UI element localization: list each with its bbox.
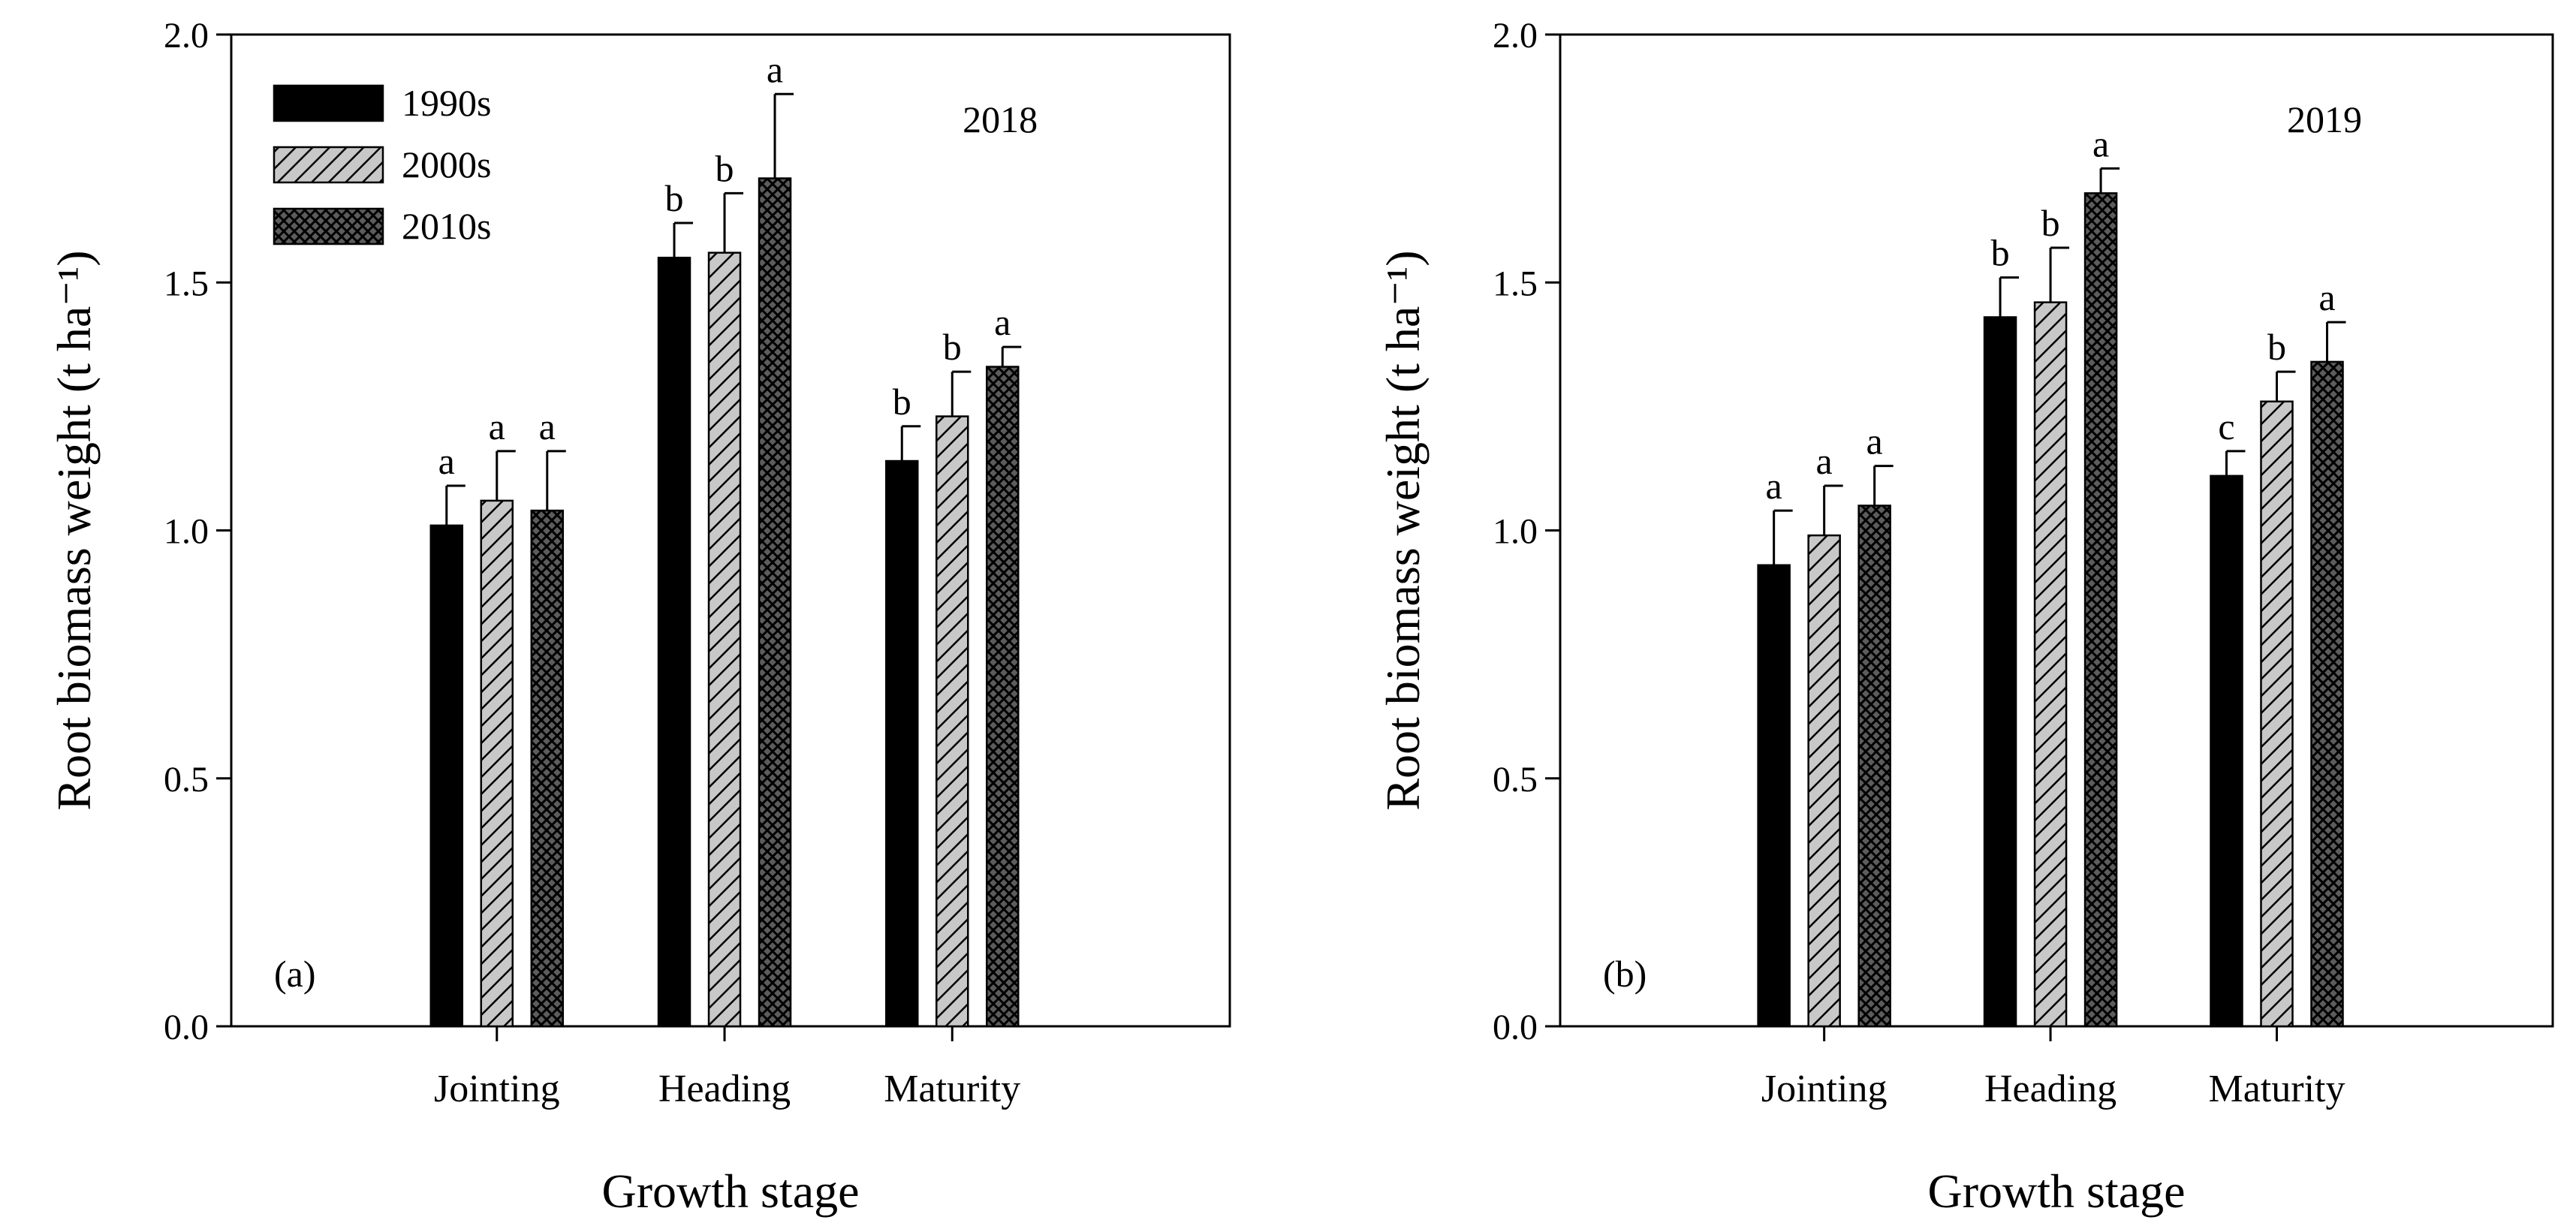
bar-1990s-jointing	[1757, 564, 1791, 1028]
y-tick-label: 1.5	[164, 264, 209, 303]
bar-2000s-jointing	[1807, 534, 1841, 1028]
x-tick-label: Jointing	[434, 1068, 560, 1110]
legend-swatch-2010s	[273, 207, 384, 245]
significance-letter: a	[438, 440, 455, 482]
year-label: 2019	[2287, 98, 2362, 140]
significance-letter: b	[2041, 202, 2060, 244]
y-tick-label: 0.0	[164, 1008, 209, 1047]
bar-2000s-heading	[707, 252, 742, 1028]
significance-letter: a	[994, 301, 1011, 343]
significance-letter: a	[1766, 465, 1782, 507]
bar-2010s-maturity	[2310, 360, 2344, 1028]
x-tick-label: Heading	[1984, 1068, 2117, 1110]
bar-2010s-jointing	[1857, 505, 1891, 1028]
x-tick-label: Heading	[658, 1068, 791, 1110]
x-tick-label: Maturity	[2208, 1068, 2345, 1110]
significance-letter: b	[2267, 326, 2286, 368]
y-tick-label: 1.0	[164, 512, 209, 552]
panel-label: (a)	[274, 953, 316, 995]
significance-letter: a	[767, 48, 783, 90]
significance-letter: a	[2318, 276, 2335, 318]
significance-letter: a	[1816, 440, 1833, 482]
x-tick-label: Maturity	[884, 1068, 1020, 1110]
significance-letter: b	[943, 326, 962, 368]
significance-letter: b	[665, 177, 684, 219]
bar-1990s-jointing	[429, 524, 464, 1028]
year-label: 2018	[963, 98, 1038, 140]
bar-1990s-maturity	[2210, 474, 2243, 1028]
legend-label: 1990s	[402, 82, 491, 124]
bar-2010s-heading	[758, 177, 792, 1028]
bar-2000s-heading	[2033, 301, 2068, 1028]
significance-letter: a	[539, 405, 556, 447]
y-tick-label: 2.0	[1493, 16, 1538, 56]
y-tick-label: 1.5	[1493, 264, 1538, 303]
y-tick-label: 2.0	[164, 16, 209, 56]
bar-1990s-maturity	[885, 459, 919, 1028]
significance-letter: b	[716, 147, 734, 189]
y-tick-label: 1.0	[1493, 512, 1538, 552]
legend-label: 2000s	[402, 143, 491, 185]
y-axis-title: Root biomass weight (t ha⁻¹)	[47, 250, 101, 810]
significance-letter: a	[489, 405, 505, 447]
significance-letter: c	[2218, 405, 2234, 447]
significance-letter: a	[2092, 122, 2109, 164]
legend: 1990s 2000s 2010s	[273, 82, 491, 247]
bar-2000s-maturity	[935, 415, 969, 1028]
bar-1990s-heading	[1983, 316, 2017, 1028]
bar-1990s-heading	[657, 256, 691, 1028]
legend-label: 2010s	[402, 205, 491, 247]
y-axis-title: Root biomass weight (t ha⁻¹)	[1376, 250, 1430, 810]
y-tick-label: 0.0	[1493, 1008, 1538, 1047]
bar-2010s-maturity	[986, 366, 1020, 1028]
x-axis-title: Growth stage	[601, 1164, 859, 1218]
significance-letter: b	[893, 381, 911, 423]
bar-2000s-jointing	[480, 499, 514, 1028]
y-tick-label: 0.5	[164, 760, 209, 800]
x-tick-label: Jointing	[1761, 1068, 1888, 1110]
significance-letter: a	[1866, 420, 1883, 462]
x-axis-title: Growth stage	[1927, 1164, 2185, 1218]
bar-2010s-jointing	[530, 509, 565, 1028]
significance-letter: b	[1991, 232, 2010, 274]
legend-swatch-1990s	[273, 84, 384, 122]
bar-2010s-heading	[2083, 192, 2118, 1028]
legend-swatch-2000s	[273, 146, 384, 184]
bar-2000s-maturity	[2260, 400, 2294, 1028]
y-tick-label: 0.5	[1493, 760, 1538, 800]
panel-label: (b)	[1603, 953, 1647, 995]
